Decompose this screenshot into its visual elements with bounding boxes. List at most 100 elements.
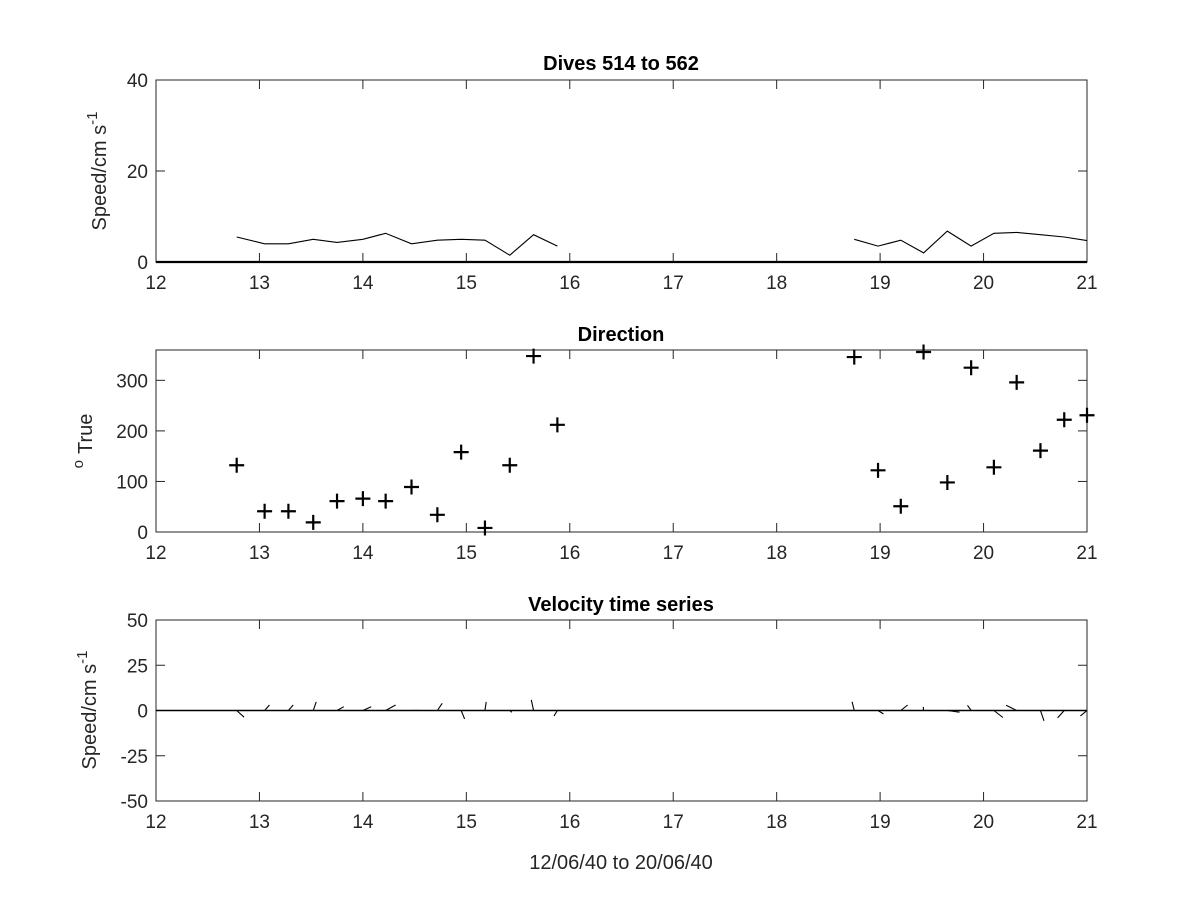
direction-x-tick-label: 21	[1076, 543, 1097, 564]
direction-x-tick-label: 20	[973, 543, 994, 564]
speed-y-tick-label: 40	[127, 71, 148, 92]
direction-x-tick-label: 16	[559, 543, 580, 564]
speed-x-tick-label: 12	[145, 273, 166, 294]
direction-point	[329, 493, 345, 509]
velocity-y-tick-label: 25	[127, 656, 148, 677]
speed-x-tick-label: 16	[559, 273, 580, 294]
direction-point	[453, 444, 469, 460]
direction-point	[916, 344, 932, 360]
velocity-stick	[1080, 710, 1088, 717]
direction-x-tick-label: 19	[870, 543, 891, 564]
velocity-y-axis-label: Speed/cm s-1	[74, 651, 101, 770]
velocity-stick	[947, 709, 960, 713]
velocity-stick	[287, 704, 294, 711]
speed-y-axis-label: Speed/cm s-1	[84, 112, 111, 231]
velocity-x-tick-label: 14	[352, 812, 374, 833]
direction-y-axis-label: o True	[70, 414, 97, 469]
direction-point	[870, 462, 886, 478]
velocity-stick	[1005, 704, 1017, 711]
direction-point	[355, 491, 371, 507]
velocity-stick	[236, 710, 245, 718]
direction-y-axis-label-degree: o	[70, 460, 87, 468]
velocity-y-tick-label: 0	[137, 702, 148, 723]
direction-x-tick-label: 12	[145, 543, 166, 564]
velocity-x-tick-label: 13	[249, 812, 270, 833]
velocity-ticks: 12 13 14 15 16 17 18 19 20 21 -50 -25 0 25 50	[121, 611, 1098, 833]
velocity-x-tick-label: 15	[456, 812, 477, 833]
velocity-panel: Velocity time series 12 13 14 15 16 17 18 19 20 2…	[74, 594, 1098, 874]
velocity-sticks	[156, 699, 1088, 721]
velocity-y-axis-label-exponent: -1	[74, 651, 91, 664]
speed-ticks: 12 13 14 15 16 17 18 19 20 21 0 20 40	[127, 71, 1098, 294]
speed-y-axis-label-text: Speed/cm s	[89, 125, 111, 231]
direction-point	[1032, 443, 1048, 459]
direction-x-tick-label: 18	[766, 543, 787, 564]
speed-y-tick-label: 20	[127, 162, 148, 183]
direction-point	[404, 479, 420, 495]
speed-y-tick-label: 0	[137, 253, 148, 274]
direction-point	[477, 520, 493, 536]
velocity-stick	[1039, 710, 1045, 721]
velocity-stick	[851, 701, 855, 711]
speed-panel: Dives 514 to 562 12 13 14 15 16 17 18 19 20 21 0 20…	[84, 53, 1098, 294]
direction-point	[549, 417, 565, 433]
velocity-stick	[362, 706, 372, 712]
direction-point	[229, 457, 245, 473]
velocity-y-axis-label-text: Speed/cm s	[79, 664, 101, 770]
direction-point	[429, 507, 445, 523]
speed-x-tick-label: 19	[870, 273, 891, 294]
speed-x-tick-label: 14	[352, 273, 374, 294]
speed-title: Dives 514 to 562	[543, 53, 699, 75]
direction-point	[939, 474, 955, 490]
direction-point	[305, 514, 321, 530]
velocity-y-tick-label: -50	[121, 792, 148, 813]
speed-x-tick-label: 17	[663, 273, 684, 294]
direction-point	[846, 349, 862, 365]
speed-x-tick-label: 21	[1076, 273, 1097, 294]
velocity-stick	[484, 701, 487, 711]
direction-y-tick-label: 0	[137, 523, 148, 544]
speed-series-line	[236, 232, 558, 256]
velocity-stick	[436, 702, 443, 711]
velocity-stick	[1057, 710, 1065, 719]
velocity-x-tick-label: 19	[870, 812, 891, 833]
velocity-y-tick-label: -25	[121, 747, 148, 768]
speed-series-line	[854, 230, 1088, 254]
velocity-x-tick-label: 21	[1076, 812, 1097, 833]
velocity-stick	[385, 704, 396, 711]
speed-plot-frame	[155, 79, 1088, 263]
velocity-x-tick-label: 17	[663, 812, 684, 833]
direction-panel: Direction 12 13 14 15 16 17 18 19 20 21 0 100 200 300…	[70, 324, 1098, 564]
direction-y-tick-label: 100	[116, 472, 148, 493]
velocity-stick	[900, 704, 908, 711]
direction-point	[526, 348, 542, 364]
direction-y-tick-label: 300	[116, 371, 148, 392]
direction-x-tick-label: 15	[456, 543, 477, 564]
direction-point	[1079, 407, 1095, 423]
speed-y-axis-label-exponent: -1	[84, 112, 101, 125]
velocity-x-tick-label: 12	[145, 812, 166, 833]
velocity-stick	[336, 706, 345, 711]
direction-point	[1009, 374, 1025, 390]
speed-x-tick-label: 13	[249, 273, 270, 294]
direction-ticks: 12 13 14 15 16 17 18 19 20 21 0 100 200 300	[116, 350, 1098, 564]
velocity-stick	[509, 710, 513, 713]
direction-point	[378, 493, 394, 509]
velocity-stick	[967, 704, 972, 711]
direction-point	[257, 503, 273, 519]
direction-x-tick-label: 17	[663, 543, 684, 564]
velocity-stick	[553, 710, 558, 717]
velocity-stick	[264, 704, 270, 711]
direction-point	[1056, 412, 1072, 428]
velocity-stick	[312, 701, 317, 711]
direction-title: Direction	[578, 324, 665, 346]
velocity-y-tick-label: 50	[127, 611, 148, 632]
direction-x-tick-label: 14	[352, 543, 374, 564]
direction-point	[502, 457, 518, 473]
velocity-x-tick-label: 16	[559, 812, 580, 833]
velocity-stick	[993, 710, 1004, 718]
speed-x-tick-label: 15	[456, 273, 477, 294]
speed-x-tick-label: 18	[766, 273, 787, 294]
speed-series	[156, 230, 1088, 264]
